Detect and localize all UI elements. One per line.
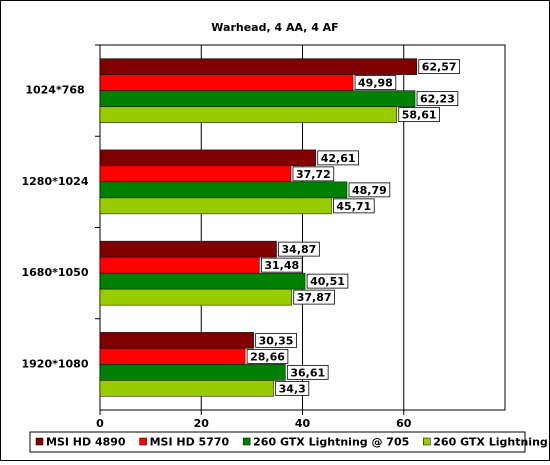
value-label-box (286, 364, 329, 380)
bar (99, 181, 348, 199)
legend-label: MSI HD 4890 (46, 436, 126, 449)
legend-swatch (35, 437, 44, 446)
x-tick-label: 20 (194, 417, 210, 430)
value-label: 45,71 (336, 200, 371, 213)
value-label-box (333, 198, 375, 214)
value-label-box (260, 257, 303, 273)
value-label: 40,51 (310, 275, 345, 288)
bar (99, 256, 260, 274)
value-label: 48,79 (352, 184, 387, 197)
value-label: 34,87 (282, 243, 317, 256)
bar (99, 272, 306, 290)
value-label-box (398, 107, 440, 123)
y-tick-label: 1024*768 (25, 84, 84, 97)
y-tick-label: 1280*1024 (22, 175, 89, 188)
value-label: 28,66 (250, 350, 285, 363)
value-label-box (292, 166, 335, 182)
bar (99, 380, 274, 397)
bar (99, 74, 354, 91)
bar (99, 149, 316, 167)
value-label: 49,98 (358, 77, 393, 90)
bar (99, 348, 246, 365)
value-label-box (275, 380, 310, 396)
value-label: 37,87 (297, 291, 332, 304)
value-label-box (416, 91, 459, 107)
value-label-box (418, 59, 460, 75)
legend-label: 260 GTX Lightning @ 705 (253, 436, 409, 449)
bar (99, 90, 416, 107)
value-label-box (293, 289, 335, 305)
value-label: 62,57 (422, 61, 457, 74)
value-label: 37,72 (296, 168, 331, 181)
y-tick-label: 1920*1080 (22, 357, 89, 370)
value-label-box (354, 75, 397, 91)
x-tick-label: 60 (396, 417, 412, 430)
value-label-box (317, 150, 359, 166)
value-label-box (348, 182, 391, 198)
bar (99, 288, 292, 306)
bar (99, 332, 254, 349)
value-label: 30,35 (259, 334, 294, 347)
x-tick-label: 40 (295, 417, 311, 430)
legend-label: MSI HD 5770 (150, 436, 230, 449)
legend-box (29, 431, 526, 453)
value-label-box (306, 273, 349, 289)
bar (99, 240, 277, 258)
legend-swatch (242, 437, 251, 446)
y-tick-label: 1680*1050 (22, 266, 89, 279)
x-tick-label: 0 (96, 417, 104, 430)
value-label: 31,48 (264, 259, 299, 272)
legend-swatch (423, 437, 431, 446)
value-label: 62,23 (420, 93, 455, 106)
value-label: 58,61 (402, 109, 437, 122)
chart-title: Warhead, 4 AA, 4 AF (211, 21, 338, 34)
bar (99, 165, 292, 183)
bar (99, 197, 332, 215)
bar (99, 106, 397, 123)
bar (99, 364, 286, 381)
legend-swatch (139, 437, 147, 446)
value-label: 42,61 (321, 152, 356, 165)
legend-label: 260 GTX Lightning (433, 436, 548, 449)
value-label-box (255, 332, 297, 348)
bar (99, 58, 418, 75)
value-label: 34,3 (279, 382, 306, 395)
value-label-box (278, 241, 320, 257)
value-label: 36,61 (290, 366, 325, 379)
value-label-box (246, 348, 289, 364)
